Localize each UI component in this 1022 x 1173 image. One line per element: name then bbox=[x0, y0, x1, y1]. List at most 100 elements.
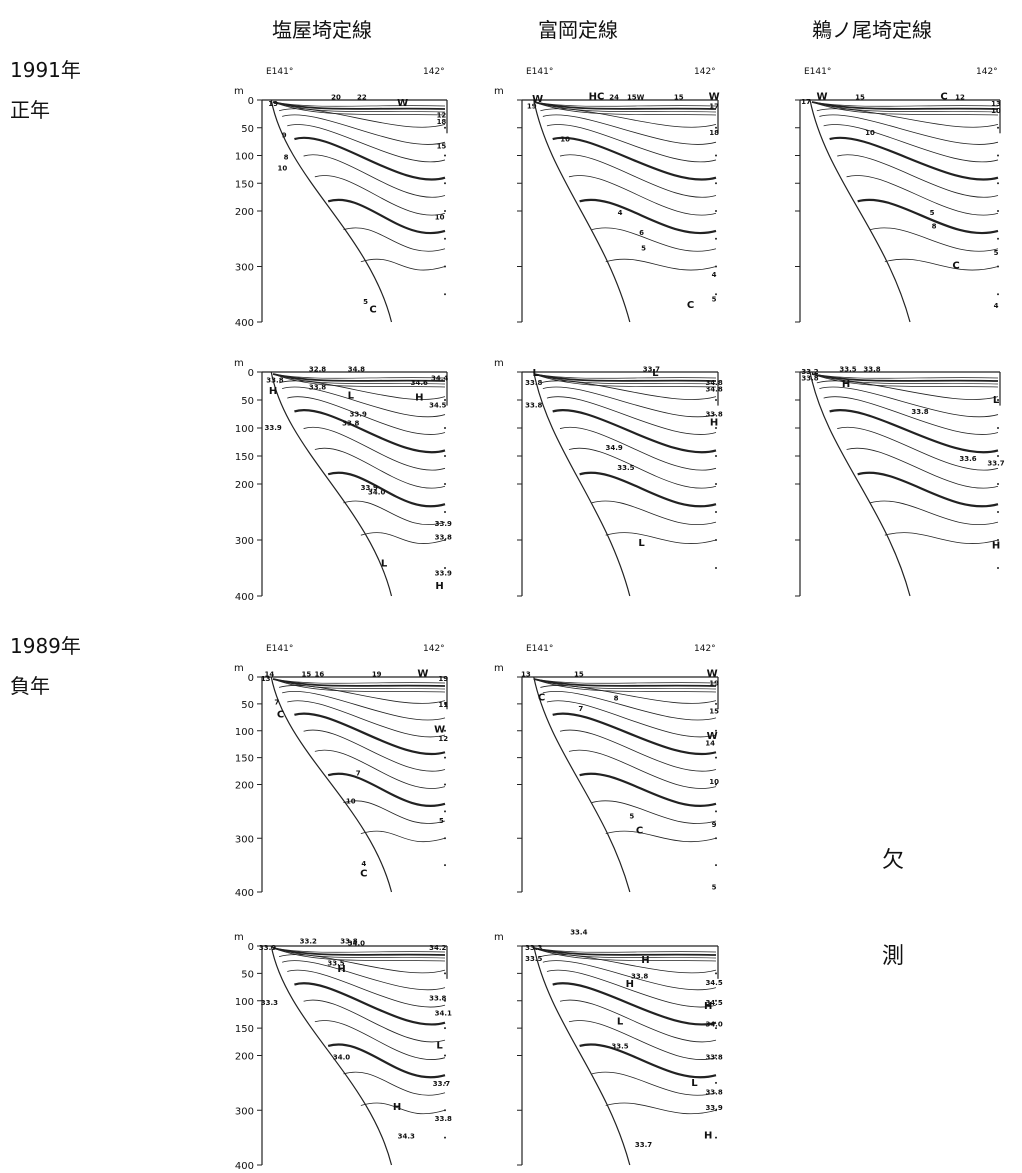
isoline-value-label: 17 bbox=[801, 98, 811, 106]
isoline-value-label: 10 bbox=[277, 165, 287, 173]
isoline bbox=[278, 954, 446, 974]
longitude-label-west: E141° bbox=[526, 67, 553, 77]
isoline-value-label: 5 bbox=[712, 296, 717, 304]
station-point bbox=[715, 837, 717, 840]
station-point bbox=[715, 1027, 717, 1030]
isoline bbox=[837, 426, 999, 471]
station-point bbox=[444, 1109, 446, 1112]
isoline-value-label: 15 bbox=[674, 94, 684, 102]
isoline-value-label: 7 bbox=[274, 699, 279, 707]
isoline-value-label: L bbox=[436, 1041, 443, 1052]
depth-unit-label: m bbox=[234, 86, 244, 97]
isoline-value-label: HC bbox=[589, 92, 605, 103]
isoline-value-label: H bbox=[842, 379, 850, 390]
isoline-value-label: 4 bbox=[618, 209, 623, 217]
isoline bbox=[823, 124, 999, 163]
surface-isoline bbox=[533, 101, 717, 116]
isoline bbox=[591, 800, 717, 824]
isoline-value-label: L bbox=[638, 538, 645, 549]
isoline bbox=[327, 198, 446, 235]
isoline-value-label: 15 bbox=[437, 142, 447, 150]
isoline-value-label: 19 bbox=[709, 679, 719, 687]
isoline-value-label: 34.8 bbox=[705, 379, 722, 387]
isoline-value-label: 33.8 bbox=[435, 534, 452, 542]
isoline bbox=[360, 258, 446, 271]
isoline-value-label: 19 bbox=[438, 675, 448, 683]
isoline-value-label: C bbox=[369, 305, 376, 316]
isoline-value-label: 33.9 bbox=[264, 424, 281, 432]
isoline-value-label: 10 bbox=[560, 136, 570, 144]
station-point bbox=[997, 427, 999, 429]
station-point bbox=[997, 567, 999, 569]
longitude-label-west: E141° bbox=[266, 644, 293, 654]
surface-isoline bbox=[533, 678, 717, 690]
isoline-value-label: 34.0 bbox=[333, 1054, 350, 1062]
surface-isoline bbox=[811, 101, 999, 107]
station-point bbox=[997, 126, 999, 129]
depth-tick-label: 0 bbox=[248, 96, 254, 107]
station-point bbox=[444, 539, 446, 541]
isoline bbox=[542, 114, 717, 145]
isoline bbox=[314, 447, 446, 489]
isoline-value-label: 33.8 bbox=[631, 972, 648, 980]
isoline-value-label: 33.7 bbox=[635, 1141, 652, 1149]
isoline bbox=[540, 380, 717, 400]
station-point bbox=[997, 182, 999, 185]
station-point bbox=[444, 783, 446, 786]
isoline-value-label: 33.8 bbox=[801, 374, 818, 382]
depth-tick-label: 400 bbox=[235, 318, 254, 329]
isoline bbox=[568, 175, 717, 216]
isoline-value-label: 15 bbox=[855, 94, 865, 102]
isoline bbox=[884, 532, 999, 544]
isoline bbox=[846, 175, 999, 216]
station-point bbox=[444, 237, 446, 240]
isoline-value-label: 34.2 bbox=[429, 944, 446, 952]
station-point bbox=[715, 182, 717, 185]
isoline-value-label: 33.7 bbox=[987, 460, 1004, 468]
continental-slope-line bbox=[533, 676, 631, 893]
station-point bbox=[715, 999, 717, 1002]
isoline-value-label: 34.0 bbox=[705, 1021, 722, 1029]
isoline bbox=[294, 136, 446, 181]
depth-unit-label: m bbox=[234, 663, 244, 674]
isoline bbox=[605, 830, 717, 843]
surface-isoline bbox=[272, 947, 446, 956]
isoline-value-label: 33.9 bbox=[259, 944, 276, 952]
surface-isoline bbox=[533, 678, 717, 687]
surface-isoline bbox=[533, 947, 717, 953]
depth-tick-label: 100 bbox=[235, 152, 254, 163]
surface-isoline bbox=[533, 947, 717, 959]
isoline bbox=[278, 380, 446, 400]
surface-isoline bbox=[272, 947, 446, 959]
isoline-value-label: H bbox=[415, 393, 423, 404]
station-point bbox=[715, 293, 717, 296]
isoline bbox=[314, 749, 446, 789]
isoline bbox=[837, 154, 999, 198]
isoline-value-label: H bbox=[641, 955, 649, 966]
isoline-value-label: 18 bbox=[437, 118, 447, 126]
station-point bbox=[997, 455, 999, 457]
isoline-value-label: 33.8 bbox=[340, 937, 357, 945]
isoline bbox=[327, 772, 446, 807]
isoline-value-label: 34.5 bbox=[429, 401, 446, 409]
isoline bbox=[287, 396, 446, 435]
isoline bbox=[360, 532, 446, 544]
isoline-value-label: 33.8 bbox=[705, 1089, 722, 1097]
depth-tick-label: 400 bbox=[235, 888, 254, 899]
isoline bbox=[282, 114, 446, 145]
depth-tick-label: 300 bbox=[235, 263, 254, 274]
isoline-value-label: 16 bbox=[314, 671, 324, 679]
isoline-value-label: 33.5 bbox=[839, 366, 856, 374]
surface-isoline bbox=[811, 373, 999, 385]
surface-isoline bbox=[272, 101, 446, 116]
isoline-value-label: 11 bbox=[438, 701, 448, 709]
isoline-value-label: 33.5 bbox=[327, 959, 344, 967]
isoline-value-label: L bbox=[381, 558, 388, 569]
isoline-value-label: 15 bbox=[574, 671, 584, 679]
continental-slope-line bbox=[270, 676, 393, 893]
surface-isoline bbox=[272, 373, 446, 382]
isoline bbox=[314, 175, 446, 216]
isoline-value-label: H bbox=[337, 964, 345, 975]
